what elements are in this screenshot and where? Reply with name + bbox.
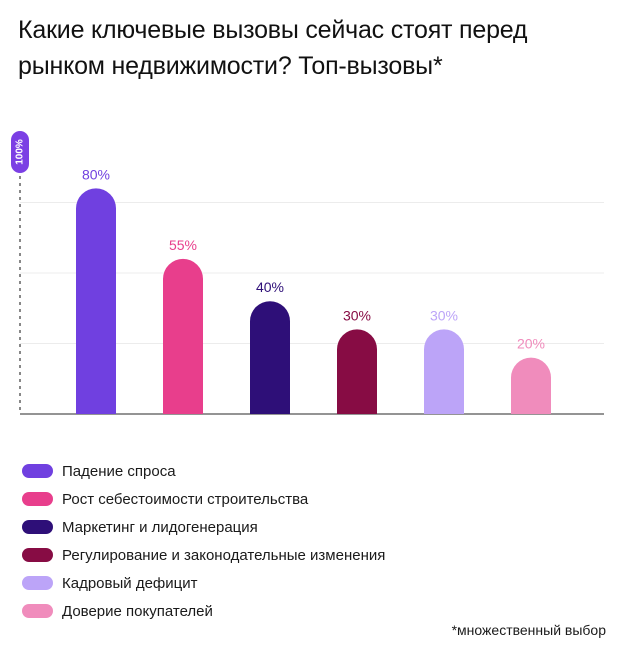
axis-max-badge: 100% [11, 131, 29, 173]
legend: Падение спроса Рост себестоимости строите… [22, 457, 385, 625]
bar [337, 329, 377, 414]
bar-value-label: 20% [517, 336, 545, 352]
bar-value-label: 30% [343, 307, 371, 323]
legend-item: Регулирование и законодательные изменени… [22, 541, 385, 569]
legend-item: Маркетинг и лидогенерация [22, 513, 385, 541]
axis-max-label: 100% [15, 139, 26, 165]
bar [511, 357, 551, 414]
value-labels: 80% 55% 40% 30% 30% 20% [82, 166, 545, 351]
legend-label: Кадровый дефицит [62, 574, 198, 592]
legend-swatch [22, 520, 53, 534]
legend-label: Маркетинг и лидогенерация [62, 518, 258, 536]
legend-item: Доверие покупателей [22, 597, 385, 625]
legend-swatch [22, 464, 53, 478]
bar [424, 329, 464, 414]
footnote: *множественный выбор [451, 622, 606, 638]
legend-swatch [22, 492, 53, 506]
bar-value-label: 55% [169, 237, 197, 253]
legend-label: Рост себестоимости строительства [62, 490, 309, 508]
legend-item: Падение спроса [22, 457, 385, 485]
legend-swatch [22, 604, 53, 618]
bar [250, 301, 290, 414]
axis-max-badge-background [11, 131, 29, 173]
legend-swatch [22, 576, 53, 590]
chart-title: Какие ключевые вызовы сейчас стоят перед… [18, 16, 528, 80]
bar [163, 258, 203, 414]
bars [76, 188, 551, 414]
bar-chart: 100% 80% 55% 40% 30% 30% 20% [11, 131, 604, 415]
legend-item: Рост себестоимости строительства [22, 485, 385, 513]
bar-value-label: 30% [430, 307, 458, 323]
grid-lines [20, 202, 604, 344]
legend-label: Регулирование и законодательные изменени… [62, 546, 386, 564]
legend-label: Доверие покупателей [62, 602, 213, 620]
legend-swatch [22, 548, 53, 562]
bar-value-label: 40% [256, 279, 284, 295]
bar [76, 188, 116, 414]
legend-label: Падение спроса [62, 462, 176, 480]
legend-item: Кадровый дефицит [22, 569, 385, 597]
bar-value-label: 80% [82, 166, 110, 182]
